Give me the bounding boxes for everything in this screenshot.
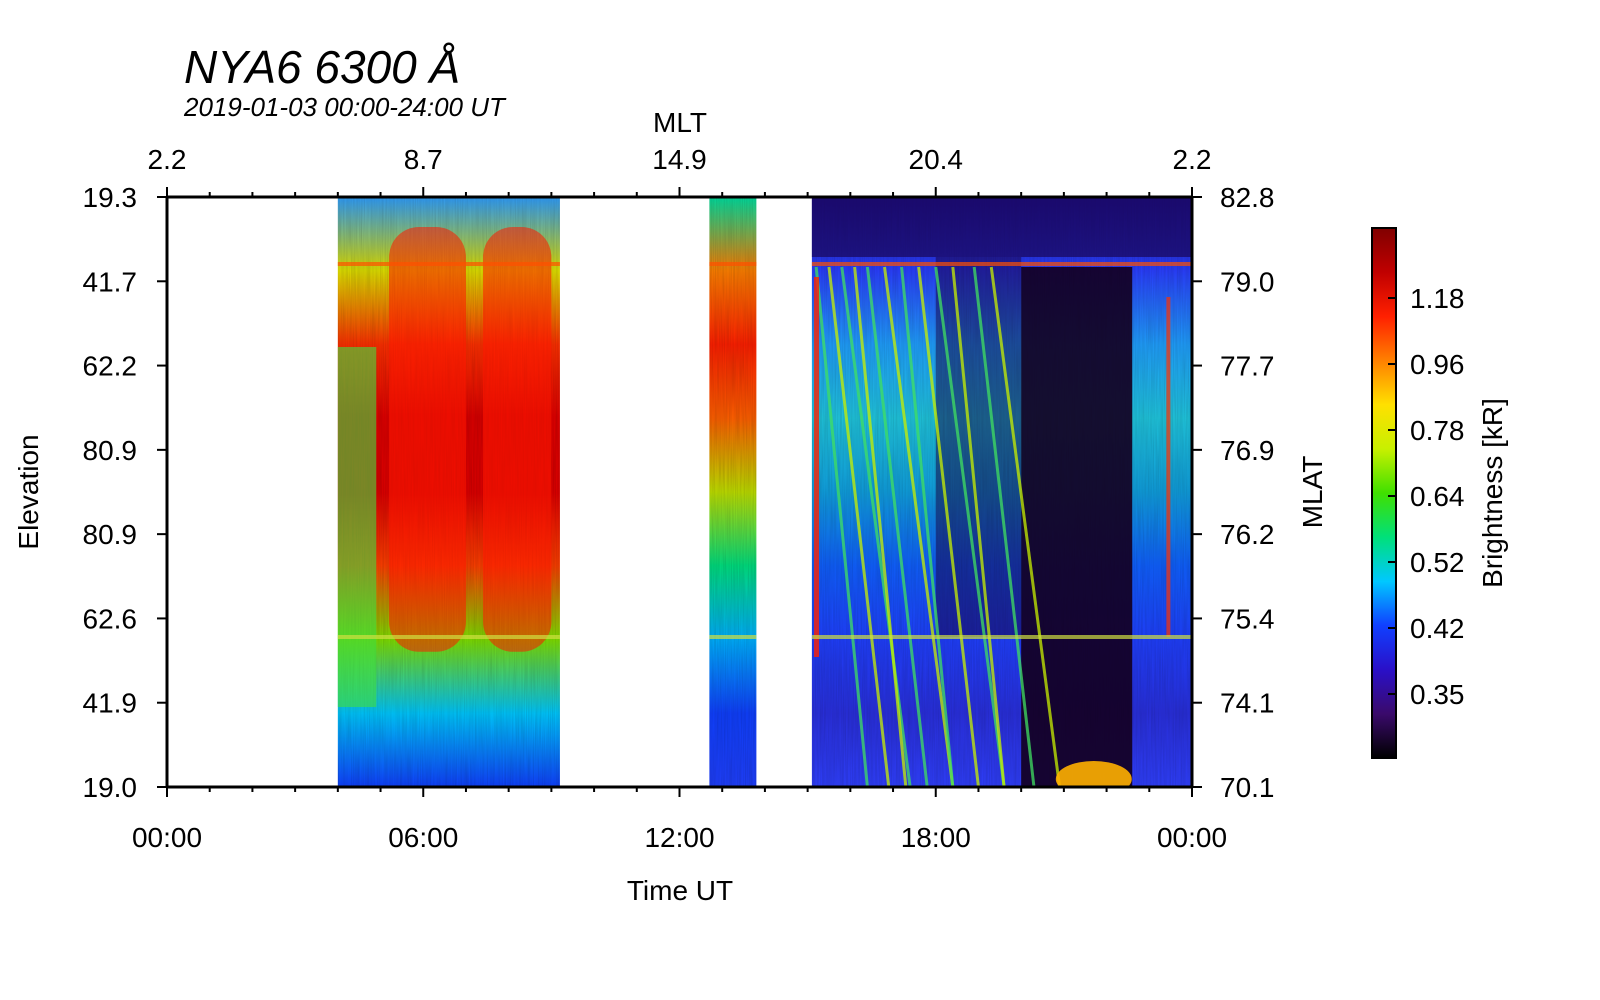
y-left-tick-label: 80.9 — [83, 435, 138, 466]
data-segment-texture-2 — [709, 197, 757, 787]
x-bottom-tick-label: 00:00 — [132, 822, 202, 853]
y-right-tick-label: 75.4 — [1220, 603, 1275, 634]
bright-blob — [1055, 761, 1132, 787]
y-left-tick-label: 19.3 — [83, 182, 138, 213]
colorbar-tick-label: 0.96 — [1410, 349, 1465, 380]
y-left-tick-label: 80.9 — [83, 519, 138, 550]
auroral-arc — [989, 266, 1062, 787]
x-bottom-tick-label: 00:00 — [1157, 822, 1227, 853]
auroral-arc — [853, 266, 908, 787]
colorbar-tick-label: 0.35 — [1410, 679, 1465, 710]
chart-title: NYA6 6300 Å — [184, 41, 461, 93]
y-left-tick-label: 19.0 — [83, 772, 138, 803]
auroral-arc — [934, 266, 1006, 787]
y-right-tick-label: 76.9 — [1220, 435, 1275, 466]
auroral-core-2 — [483, 227, 552, 652]
auroral-core-1 — [389, 227, 466, 652]
auroral-arc — [951, 266, 1006, 787]
horizontal-streak — [337, 635, 560, 639]
colorbar-tick-label: 0.64 — [1410, 481, 1465, 512]
y-right-tick-label: 70.1 — [1220, 772, 1275, 803]
auroral-arc — [814, 266, 869, 787]
dim-region — [935, 257, 1022, 637]
heatmap-image — [337, 197, 1192, 787]
x-axis-top: 2.2 8.7 14.9 20.4 2.2 — [148, 144, 1212, 197]
colorbar-label: Brightness [kR] — [1477, 398, 1508, 588]
red-arc-edge — [814, 277, 820, 657]
x-bottom-tick-label: 12:00 — [644, 822, 714, 853]
y-axis-right-label: MLAT — [1297, 456, 1328, 529]
y-left-tick-label: 41.7 — [83, 266, 138, 297]
colorbar-tick-label: 0.42 — [1410, 613, 1465, 644]
colorbar-tick-label: 0.78 — [1410, 415, 1465, 446]
x-bottom-tick-label: 06:00 — [388, 822, 458, 853]
auroral-arc — [827, 266, 891, 787]
auroral-arc — [972, 266, 1036, 787]
x-top-tick-label: 2.2 — [148, 144, 187, 175]
x-top-tick-label: 8.7 — [404, 144, 443, 175]
auroral-arc — [917, 266, 980, 787]
y-right-tick-label: 76.2 — [1220, 519, 1275, 550]
x-top-tick-label: 20.4 — [909, 144, 964, 175]
x-top-tick-label: 14.9 — [652, 144, 707, 175]
red-arc-late — [1166, 297, 1171, 637]
x-top-tick-label: 2.2 — [1173, 144, 1212, 175]
y-right-tick-label: 79.0 — [1220, 266, 1275, 297]
y-axis-right: 82.8 79.0 77.7 76.9 76.2 75.4 74.1 70.1 — [1192, 182, 1275, 803]
y-right-tick-label: 77.7 — [1220, 351, 1275, 382]
y-left-tick-label: 62.6 — [83, 603, 138, 634]
y-right-tick-label: 82.8 — [1220, 182, 1275, 213]
chart-subtitle: 2019-01-03 00:00-24:00 UT — [184, 92, 505, 122]
segment-edge-glow — [337, 347, 377, 707]
horizontal-streak — [811, 635, 1192, 639]
colorbar-tick-label: 0.52 — [1410, 547, 1465, 578]
x-axis-bottom: 00:00 06:00 12:00 18:00 00:00 — [132, 787, 1227, 853]
horizontal-streak — [709, 262, 757, 266]
horizontal-streak — [337, 262, 560, 266]
colorbar-ticks: 1.18 0.96 0.78 0.64 0.52 0.42 0.35 — [1388, 283, 1465, 710]
dark-void — [1021, 267, 1133, 787]
y-left-tick-label: 62.2 — [83, 351, 138, 382]
y-axis-left: 19.3 41.7 62.2 80.9 80.9 62.6 41.9 19.0 — [83, 182, 167, 803]
y-left-tick-label: 41.9 — [83, 688, 138, 719]
top-dark-strip — [811, 197, 1192, 257]
auroral-arc — [865, 266, 929, 787]
horizontal-streak — [811, 262, 1192, 266]
horizontal-streak — [709, 635, 757, 639]
auroral-arc — [883, 266, 955, 787]
y-right-tick-label: 74.1 — [1220, 688, 1275, 719]
x-axis-top-label: MLT — [653, 107, 707, 138]
y-axis-left-label: Elevation — [13, 434, 44, 549]
x-axis-label: Time UT — [627, 875, 733, 906]
x-bottom-tick-label: 18:00 — [901, 822, 971, 853]
auroral-arc — [900, 266, 955, 787]
colorbar — [1371, 227, 1397, 759]
colorbar-tick-label: 1.18 — [1410, 283, 1465, 314]
